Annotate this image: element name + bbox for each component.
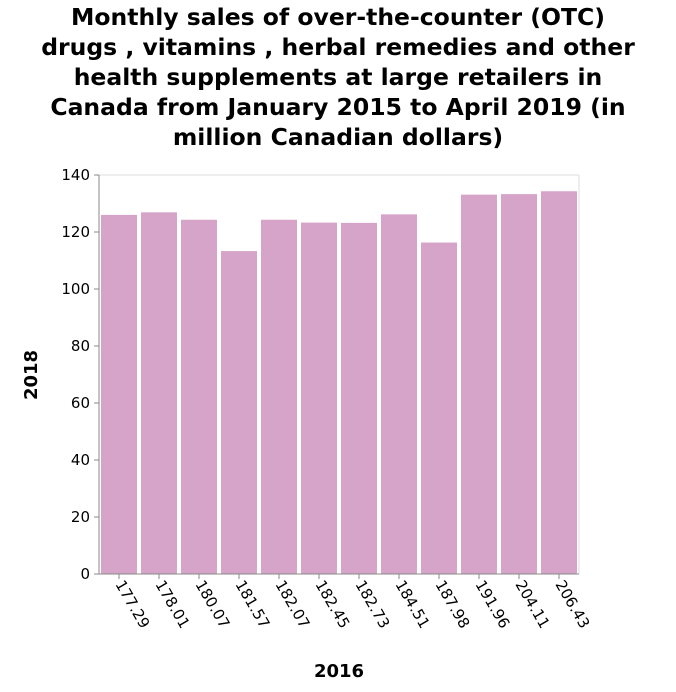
bar xyxy=(381,214,417,574)
y-tick-label: 0 xyxy=(80,565,90,583)
x-tick-label: 191.96 xyxy=(472,577,514,631)
x-tick-label: 182.73 xyxy=(352,577,394,631)
chart-title: Monthly sales of over-the-counter (OTC) … xyxy=(41,3,635,151)
x-tick-label: 204.11 xyxy=(512,577,554,631)
x-tick-label: 187.98 xyxy=(432,577,474,631)
y-tick-label: 80 xyxy=(71,337,90,355)
y-axis-title: 2018 xyxy=(21,350,42,400)
bar xyxy=(261,219,297,574)
y-tick-label: 120 xyxy=(61,223,90,241)
bar xyxy=(461,194,497,575)
y-tick-label: 60 xyxy=(71,394,90,412)
x-tick-label: 180.07 xyxy=(192,577,234,631)
bar xyxy=(181,219,217,574)
bar xyxy=(101,214,137,574)
y-tick-label: 100 xyxy=(61,280,90,298)
bar xyxy=(421,242,457,575)
x-tick-label: 206.43 xyxy=(552,577,594,631)
x-axis-title: 2016 xyxy=(314,661,364,682)
bar xyxy=(221,251,257,574)
bar xyxy=(341,222,377,574)
x-tick-label: 182.07 xyxy=(272,577,314,631)
x-tick-label: 184.51 xyxy=(392,577,434,631)
x-tick-label: 182.45 xyxy=(312,577,354,631)
x-tick-label: 181.57 xyxy=(232,577,274,631)
x-tick-label: 178.01 xyxy=(152,577,194,631)
bar xyxy=(141,212,177,574)
bar xyxy=(501,194,537,574)
y-tick-label: 40 xyxy=(71,451,90,469)
y-tick-label: 20 xyxy=(71,508,90,526)
y-tick-label: 140 xyxy=(61,166,90,184)
bar xyxy=(541,191,577,574)
bar xyxy=(301,222,337,574)
x-tick-label: 177.29 xyxy=(112,577,154,631)
